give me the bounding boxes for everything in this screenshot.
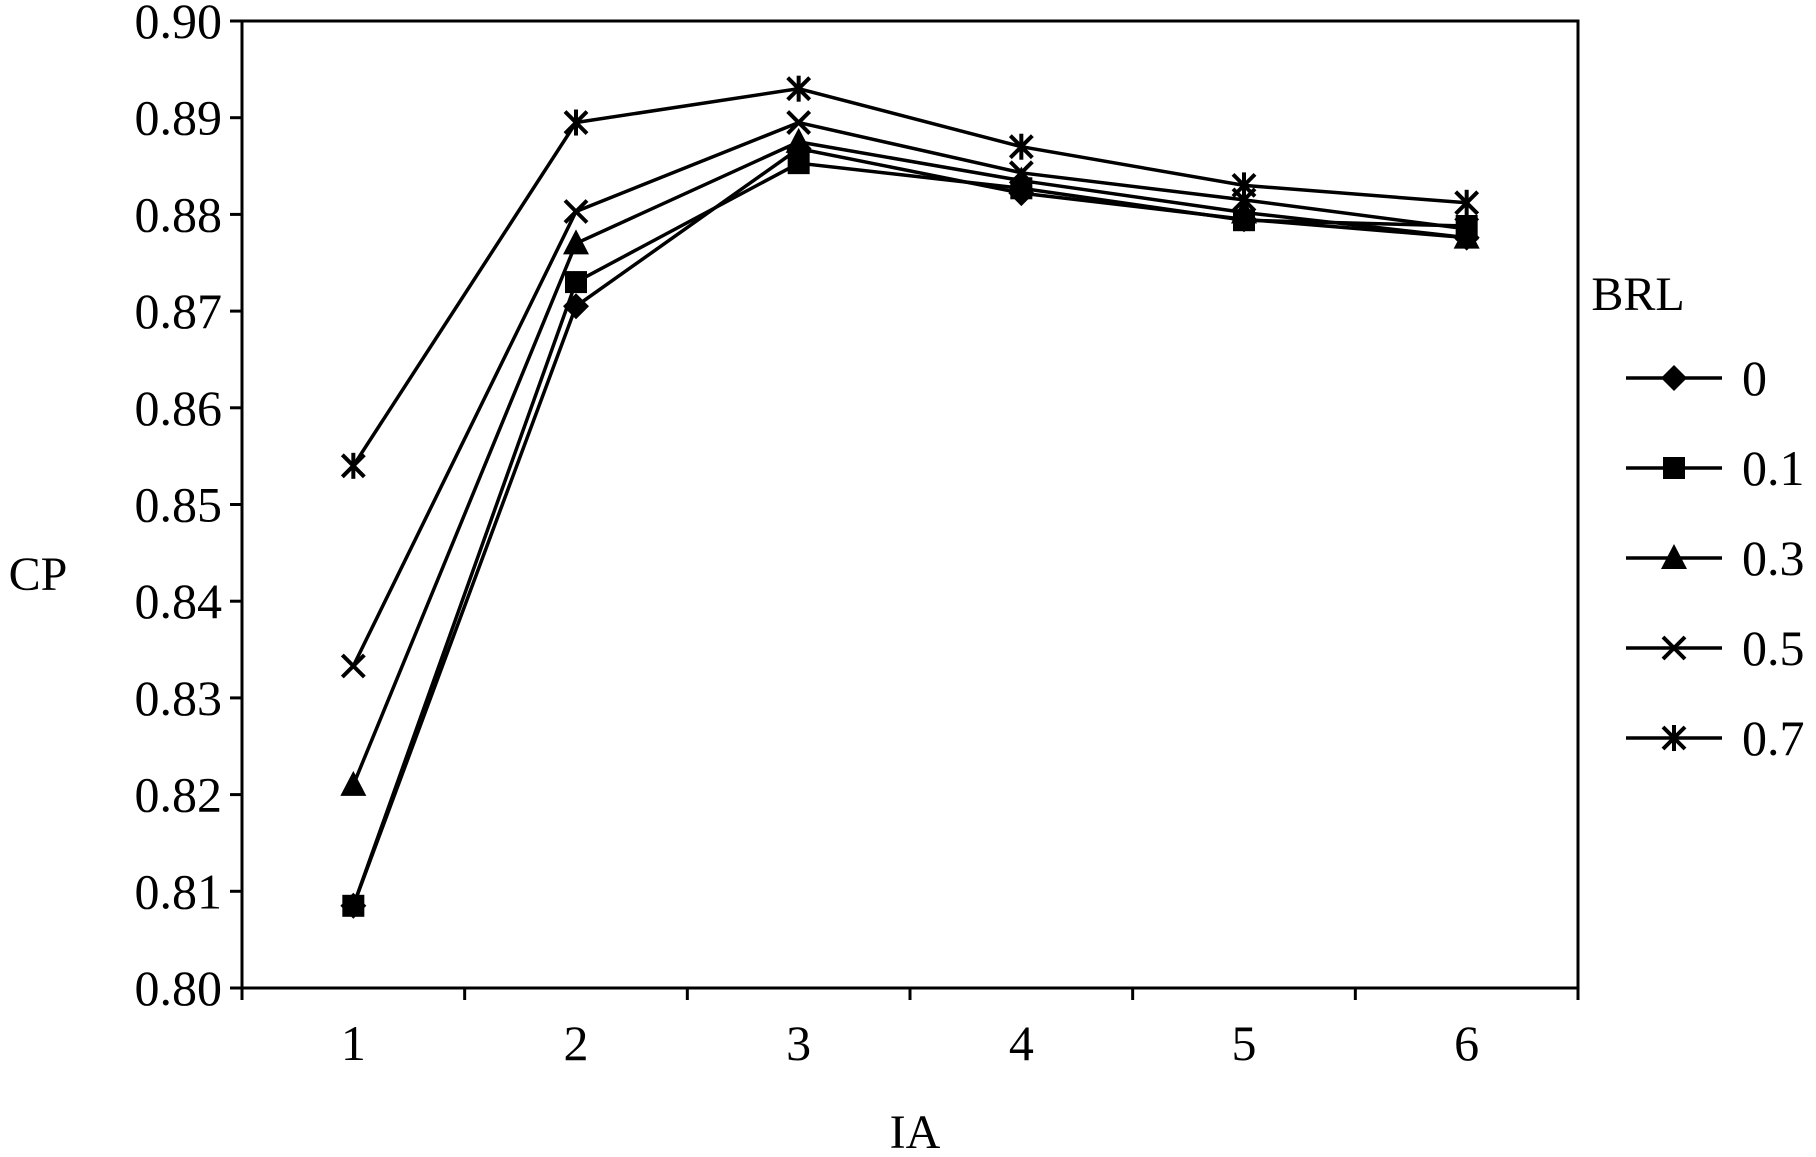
- x-axis-label: IA: [890, 1106, 941, 1152]
- legend-label: 0: [1742, 350, 1767, 406]
- y-tick-label: 0.86: [135, 380, 223, 436]
- data-point: [1231, 198, 1257, 224]
- plot-frame: [240, 19, 1580, 990]
- series-0-5: [340, 110, 1480, 679]
- data-point: [785, 127, 812, 153]
- legend: BRL 0 0.1 0.3 0.5 0.7: [1591, 268, 1804, 766]
- data-point: [340, 770, 367, 796]
- y-tick-label: 0.81: [135, 863, 223, 919]
- x-tick-label: 2: [564, 1015, 589, 1071]
- series-layer: [340, 75, 1480, 919]
- series-line: [351, 146, 1467, 907]
- y-tick-label: 0.83: [135, 670, 223, 726]
- legend-title: BRL: [1591, 268, 1684, 321]
- legend-label: 0.7: [1742, 710, 1805, 766]
- legend-label: 0.5: [1742, 620, 1805, 676]
- data-point: [340, 653, 366, 679]
- legend-item: 0: [1626, 350, 1767, 406]
- y-tick-label: 0.88: [135, 186, 223, 242]
- data-point: [1454, 189, 1480, 216]
- y-tick-label: 0.85: [135, 477, 223, 533]
- marker-stroke: [1454, 216, 1480, 242]
- data-point: [342, 894, 365, 917]
- y-tick-label: 0.82: [135, 767, 223, 823]
- data-point: [1454, 216, 1480, 242]
- data-point: [1231, 172, 1257, 199]
- x-tick-label: 6: [1454, 1015, 1479, 1071]
- series-line: [351, 120, 1467, 667]
- data-point: [1453, 223, 1480, 249]
- series-line: [351, 86, 1467, 467]
- series-0-7: [340, 75, 1480, 479]
- data-point: [563, 199, 589, 224]
- series-line: [351, 140, 1467, 786]
- y-tick-label: 0.89: [135, 90, 223, 146]
- legend-item: 0.1: [1626, 440, 1805, 496]
- legend-label: 0.1: [1742, 440, 1805, 496]
- data-point: [563, 229, 589, 255]
- data-point: [340, 452, 366, 479]
- legend-item: 0.7: [1626, 710, 1805, 766]
- x-tick-label: 3: [786, 1015, 811, 1071]
- x-tick-label: 1: [341, 1015, 366, 1071]
- data-point: [1008, 166, 1035, 192]
- y-tick-label: 0.80: [135, 960, 223, 1016]
- x-tick-label: 4: [1009, 1015, 1034, 1071]
- legend-item: 0.5: [1626, 620, 1805, 676]
- data-point: [786, 110, 812, 135]
- legend-marker: [1663, 457, 1685, 479]
- data-point: [1008, 133, 1034, 160]
- data-point: [786, 75, 812, 102]
- legend-label: 0.3: [1742, 530, 1805, 586]
- marker-stroke: [786, 110, 812, 135]
- y-tick-label: 0.87: [135, 283, 223, 339]
- marker-stroke: [340, 653, 366, 679]
- y-axis-label: CP: [9, 548, 68, 601]
- data-point: [1008, 160, 1034, 186]
- data-point: [563, 109, 589, 136]
- axes-layer: 0.80 0.81 0.82 0.83 0.84 0.85 0.86 0.87 0.88 0.89…: [135, 0, 1580, 1071]
- marker-stroke: [563, 199, 589, 224]
- legend-marker: [1661, 365, 1687, 391]
- legend-item: 0.3: [1626, 530, 1805, 586]
- legend-marker: [1661, 725, 1687, 751]
- series-0-1: [342, 152, 1478, 917]
- y-tick-label: 0.90: [135, 0, 223, 49]
- data-point: [565, 271, 587, 294]
- legend-marker: [1661, 635, 1687, 661]
- series-line: [351, 161, 1467, 907]
- marker-stroke: [1661, 635, 1687, 661]
- marker-stroke: [1008, 160, 1034, 186]
- legend-marker: [1661, 544, 1687, 569]
- x-tick-label: 5: [1232, 1015, 1257, 1071]
- data-point: [787, 152, 810, 175]
- y-tick-label: 0.84: [135, 573, 223, 629]
- series-0: [340, 135, 1480, 919]
- series-0-3: [340, 127, 1480, 796]
